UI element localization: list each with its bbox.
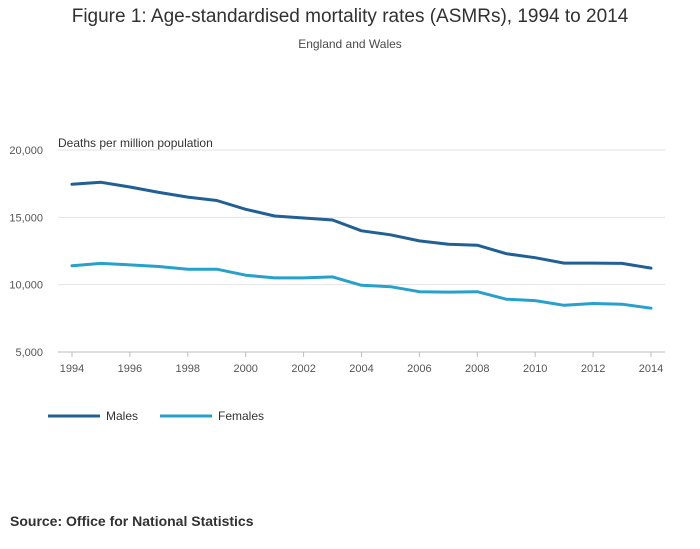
- y-tick-label: 5,000: [15, 347, 43, 359]
- x-tick-label: 1996: [118, 363, 142, 375]
- chart-subtitle: England and Wales: [298, 37, 402, 51]
- source-note: Source: Office for National Statistics: [10, 513, 254, 529]
- y-tick-label: 20,000: [9, 145, 43, 157]
- y-tick-label: 15,000: [9, 212, 43, 224]
- y-axis-label: Deaths per million population: [58, 136, 213, 150]
- x-tick-label: 1994: [60, 363, 84, 375]
- series-lines: [70, 180, 653, 310]
- x-tick-label: 2000: [233, 363, 257, 375]
- chart-title: Figure 1: Age-standardised mortality rat…: [71, 6, 629, 27]
- x-tick-label: 2006: [407, 363, 431, 375]
- legend-label-females: Females: [218, 409, 264, 423]
- x-axis: [58, 351, 665, 357]
- series-line-females: [70, 261, 653, 310]
- y-axis-tick-labels: 5,000 10,000 15,000 20,000: [9, 145, 43, 359]
- y-tick-label: 10,000: [9, 280, 43, 292]
- x-tick-label: 2002: [291, 363, 315, 375]
- x-tick-label: 2004: [349, 363, 373, 375]
- x-tick-label: 2014: [639, 363, 663, 375]
- x-tick-label: 1998: [176, 363, 200, 375]
- x-tick-label: 2008: [465, 363, 489, 375]
- x-tick-label: 2012: [581, 363, 605, 375]
- legend-label-males: Males: [106, 409, 138, 423]
- series-line-males: [70, 180, 653, 270]
- x-axis-tick-labels: 1994 1996 1998 2000 2002 2004 2006 2008 2010 2012…: [60, 363, 663, 375]
- x-tick-label: 2010: [523, 363, 547, 375]
- legend: Males Females: [48, 409, 264, 423]
